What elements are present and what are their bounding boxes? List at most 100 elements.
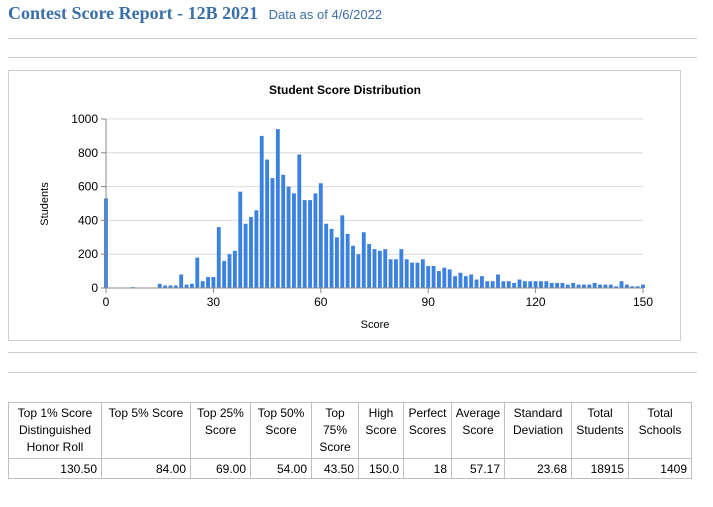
y-axis-label: Students: [39, 182, 51, 226]
histogram-bar: [522, 281, 527, 288]
axes: 0 200 400 600 800 1000 0 30 60 90 120 150: [71, 112, 653, 309]
histogram-bar: [458, 272, 463, 288]
histogram-bar: [292, 193, 296, 288]
histogram-bar: [211, 277, 216, 288]
histogram-bar: [426, 266, 431, 288]
histogram-bar: [474, 279, 479, 288]
histogram-bar: [544, 281, 549, 288]
histogram-bar: [614, 286, 619, 288]
score-distribution-chart: Student Score Distribution 0200400600800…: [39, 83, 653, 331]
histogram-bar: [302, 200, 307, 288]
x-tick-label: 90: [422, 295, 436, 309]
histogram-bar: [635, 286, 640, 288]
histogram-bar: [222, 260, 227, 288]
histogram-bar: [227, 254, 232, 288]
histogram-bar: [356, 254, 361, 288]
histogram-bar: [189, 283, 194, 288]
histogram-bar: [184, 284, 189, 288]
histogram-bar: [163, 285, 168, 288]
histogram-bar: [243, 223, 248, 288]
histogram-bar: [249, 217, 253, 288]
histogram-bar: [506, 281, 511, 288]
x-tick-label: 0: [103, 295, 110, 309]
histogram-bar: [581, 284, 586, 288]
divider: [8, 352, 697, 353]
histogram-bar: [447, 269, 452, 288]
col-header-top1: Top 1% Score Distinguished Honor Roll: [8, 402, 102, 459]
chart-panel: Student Score Distribution 0 200 400 600 800…: [8, 70, 681, 341]
histogram-bar: [608, 284, 613, 288]
cell-average: 57.17: [451, 458, 505, 479]
histogram-bar: [592, 282, 597, 288]
y-tick-label: 600: [78, 180, 98, 194]
histogram-bar: [431, 266, 436, 288]
col-header-total-students: Total Students: [571, 402, 629, 459]
grid: [106, 118, 643, 255]
histogram-bar: [388, 259, 393, 288]
cell-top1: 130.50: [8, 458, 102, 479]
histogram-bar: [179, 274, 184, 288]
histogram-bar: [442, 267, 447, 288]
cell-top5: 84.00: [101, 458, 191, 479]
cell-total-students: 18915: [571, 458, 629, 479]
histogram-bar: [157, 283, 162, 288]
histogram-bar: [313, 193, 318, 288]
histogram-bar: [415, 262, 420, 288]
y-tick-label: 200: [78, 247, 98, 261]
cell-high: 150.0: [358, 458, 404, 479]
histogram-bar: [361, 232, 366, 288]
data-date: Data as of 4/6/2022: [268, 7, 383, 22]
histogram-bar: [555, 282, 560, 288]
cell-top50: 54.00: [250, 458, 312, 479]
histogram-bar: [469, 274, 474, 288]
histogram-bar: [238, 191, 243, 288]
histogram-bar: [270, 178, 275, 288]
histogram-bar: [173, 285, 178, 288]
histogram-bar: [195, 257, 200, 288]
table-row: 130.50 84.00 69.00 54.00 43.50 150.0 18 …: [8, 458, 692, 479]
histogram-bar: [624, 284, 629, 288]
histogram-bar: [512, 282, 517, 288]
histogram-bar: [275, 129, 280, 288]
histogram-bar: [254, 210, 259, 288]
cell-perfect: 18: [403, 458, 452, 479]
histogram-bar: [437, 271, 441, 288]
histogram-bar: [453, 276, 457, 288]
histogram-bar: [517, 279, 522, 288]
histogram-bar: [308, 200, 312, 288]
col-header-top25: Top 25% Score: [190, 402, 251, 459]
y-tick-label: 800: [78, 146, 98, 160]
col-header-total-schools: Total Schools: [628, 402, 692, 459]
histogram-bar: [528, 281, 533, 288]
histogram-bar: [479, 276, 484, 288]
x-tick-label: 150: [633, 295, 653, 309]
cell-top25: 69.00: [190, 458, 251, 479]
histogram-bar: [603, 284, 608, 288]
histogram-bar: [297, 154, 302, 288]
y-tick-label: 0: [91, 281, 98, 295]
histogram-bar: [598, 284, 602, 288]
col-header-stddev: Standard Deviation: [504, 402, 572, 459]
histogram-bar: [329, 228, 334, 288]
cell-stddev: 23.68: [504, 458, 572, 479]
histogram-bar: [372, 249, 377, 288]
histogram-bar: [367, 244, 372, 288]
histogram-bar: [490, 281, 495, 288]
histogram-bar: [216, 227, 221, 288]
table-header-row: Top 1% Score Distinguished Honor Roll To…: [8, 402, 692, 459]
histogram-bar: [533, 281, 538, 288]
histogram-bar: [420, 259, 425, 288]
y-tick-label: 1000: [71, 112, 98, 126]
histogram-bar: [410, 262, 415, 288]
cell-total-schools: 1409: [628, 458, 692, 479]
histogram-bar: [501, 281, 506, 288]
histogram-bar: [560, 282, 565, 288]
x-tick-label: 120: [526, 295, 546, 309]
histogram-bar: [576, 284, 581, 288]
histogram-bar: [641, 284, 645, 288]
histogram-bar: [340, 215, 345, 288]
histogram-bar: [334, 237, 339, 288]
col-header-high: High Score: [358, 402, 404, 459]
histogram-bar: [571, 282, 576, 288]
histogram-bar: [394, 259, 398, 288]
